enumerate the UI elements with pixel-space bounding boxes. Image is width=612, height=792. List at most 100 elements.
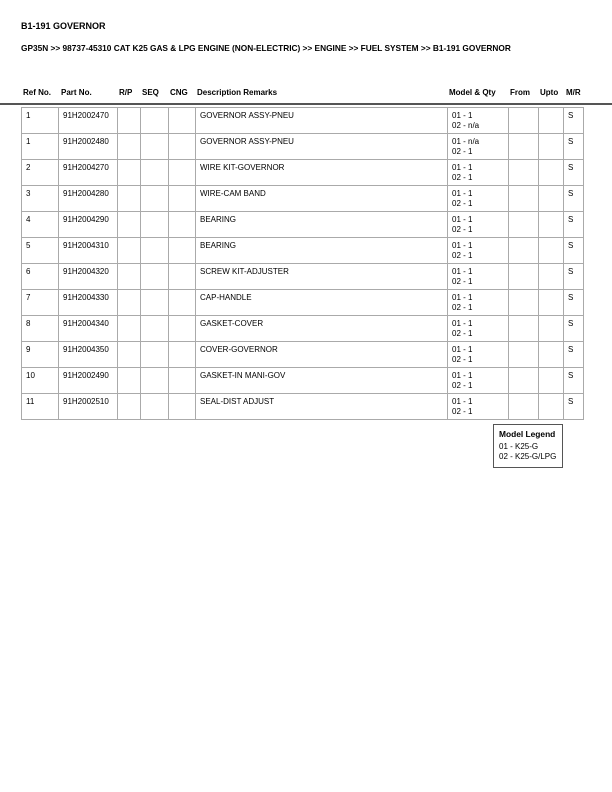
model-qty-cell: 01 - 1 02 - 1 xyxy=(447,341,509,368)
part-no-cell: 91H2004290 xyxy=(58,211,118,238)
ref-cell: 8 xyxy=(21,315,59,342)
description-cell: SCREW KIT-ADJUSTER xyxy=(195,263,448,290)
description-cell: GASKET-COVER xyxy=(195,315,448,342)
model-qty-cell: 01 - 1 02 - 1 xyxy=(447,289,509,316)
upto-cell xyxy=(538,341,564,368)
rp-cell xyxy=(117,315,141,342)
ref-cell: 6 xyxy=(21,263,59,290)
mr-cell: S xyxy=(563,367,584,394)
model-qty-line: 02 - 1 xyxy=(452,329,473,338)
legend-item: 02 - K25-G/LPG xyxy=(499,452,557,461)
header-divider xyxy=(0,103,612,105)
model-qty-line: 01 - 1 xyxy=(452,293,473,302)
part-no-cell: 91H2002480 xyxy=(58,133,118,160)
cng-cell xyxy=(168,315,196,342)
upto-cell xyxy=(538,263,564,290)
rp-cell xyxy=(117,159,141,186)
description-cell: BEARING xyxy=(195,237,448,264)
from-cell xyxy=(508,263,539,290)
cng-cell xyxy=(168,341,196,368)
part-no-cell: 91H2004310 xyxy=(58,237,118,264)
rp-cell xyxy=(117,289,141,316)
rp-cell xyxy=(117,107,141,134)
seq-cell xyxy=(140,237,169,264)
model-qty-cell: 01 - 1 02 - 1 xyxy=(447,315,509,342)
table-row: 10 91H2002490 GASKET-IN MANI-GOV 01 - 1 02 -… xyxy=(21,367,584,394)
model-qty-line: 01 - 1 xyxy=(452,189,473,198)
description-cell: WIRE-CAM BAND xyxy=(195,185,448,212)
from-cell xyxy=(508,237,539,264)
cng-cell xyxy=(168,263,196,290)
mr-cell: S xyxy=(563,159,584,186)
model-legend: Model Legend 01 - K25-G 02 - K25-G/LPG xyxy=(493,424,564,468)
ref-cell: 5 xyxy=(21,237,59,264)
mr-cell: S xyxy=(563,185,584,212)
part-no-cell: 91H2002490 xyxy=(58,367,118,394)
model-qty-line: 01 - 1 xyxy=(452,371,473,380)
table-row: 11 91H2002510 SEAL-DIST ADJUST 01 - 1 02 - 1… xyxy=(21,393,584,420)
table-row: 1 91H2002470 GOVERNOR ASSY-PNEU 01 - 1 02 - … xyxy=(21,107,584,134)
model-qty-cell: 01 - 1 02 - 1 xyxy=(447,367,509,394)
description-cell: WIRE KIT-GOVERNOR xyxy=(195,159,448,186)
model-qty-cell: 01 - 1 02 - n/a xyxy=(447,107,509,134)
cng-cell xyxy=(168,393,196,420)
part-no-cell: 91H2004280 xyxy=(58,185,118,212)
from-cell xyxy=(508,133,539,160)
table-row: 1 91H2002480 GOVERNOR ASSY-PNEU 01 - n/a 02 … xyxy=(21,133,584,160)
legend-title: Model Legend xyxy=(499,429,556,439)
model-qty-line: 01 - n/a xyxy=(452,137,480,146)
table-row: 6 91H2004320 SCREW KIT-ADJUSTER 01 - 1 02 - … xyxy=(21,263,584,290)
mr-cell: S xyxy=(563,289,584,316)
cng-cell xyxy=(168,237,196,264)
upto-cell xyxy=(538,185,564,212)
from-cell xyxy=(508,289,539,316)
column-header: Part No. xyxy=(61,88,92,97)
mr-cell: S xyxy=(563,211,584,238)
rp-cell xyxy=(117,367,141,394)
seq-cell xyxy=(140,185,169,212)
from-cell xyxy=(508,159,539,186)
ref-cell: 3 xyxy=(21,185,59,212)
model-qty-line: 01 - 1 xyxy=(452,319,473,328)
rp-cell xyxy=(117,341,141,368)
seq-cell xyxy=(140,367,169,394)
model-qty-line: 01 - 1 xyxy=(452,163,473,172)
ref-cell: 11 xyxy=(21,393,59,420)
from-cell xyxy=(508,185,539,212)
model-qty-line: 01 - 1 xyxy=(452,345,473,354)
model-qty-line: 02 - 1 xyxy=(452,225,473,234)
model-qty-cell: 01 - n/a 02 - 1 xyxy=(447,133,509,160)
model-qty-line: 01 - 1 xyxy=(452,111,473,120)
from-cell xyxy=(508,107,539,134)
mr-cell: S xyxy=(563,341,584,368)
breadcrumb: GP35N >> 98737-45310 CAT K25 GAS & LPG E… xyxy=(21,43,511,53)
seq-cell xyxy=(140,159,169,186)
model-qty-line: 02 - 1 xyxy=(452,173,473,182)
seq-cell xyxy=(140,107,169,134)
from-cell xyxy=(508,367,539,394)
model-qty-line: 02 - 1 xyxy=(452,407,473,416)
column-header: Ref No. xyxy=(23,88,51,97)
cng-cell xyxy=(168,185,196,212)
description-cell: GOVERNOR ASSY-PNEU xyxy=(195,107,448,134)
model-qty-line: 02 - 1 xyxy=(452,277,473,286)
description-cell: BEARING xyxy=(195,211,448,238)
model-qty-line: 02 - 1 xyxy=(452,147,473,156)
description-cell: SEAL-DIST ADJUST xyxy=(195,393,448,420)
model-qty-line: 02 - 1 xyxy=(452,303,473,312)
column-header: CNG xyxy=(170,88,188,97)
model-qty-line: 01 - 1 xyxy=(452,215,473,224)
from-cell xyxy=(508,341,539,368)
column-header: M/R xyxy=(566,88,581,97)
model-qty-line: 02 - n/a xyxy=(452,121,480,130)
seq-cell xyxy=(140,393,169,420)
column-header: Description Remarks xyxy=(197,88,278,97)
cng-cell xyxy=(168,289,196,316)
